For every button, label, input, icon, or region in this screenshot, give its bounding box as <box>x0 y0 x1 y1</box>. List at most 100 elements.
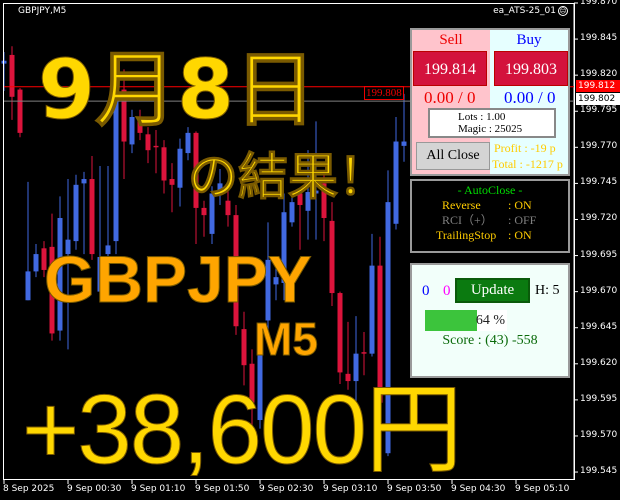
candle-body <box>89 179 95 255</box>
buy-button[interactable]: 199.803 <box>494 51 568 86</box>
candle-body <box>201 207 207 216</box>
time-axis-label: 9 Sep 02:30 <box>259 484 314 494</box>
trade-panel: Sell Buy 199.814 199.803 0.00 / 0 0.00 /… <box>410 28 570 176</box>
time-axis-label: 9 Sep 03:10 <box>323 484 378 494</box>
frown-face-icon[interactable]: ☹ <box>558 6 568 16</box>
candle-body <box>17 89 23 133</box>
magic-value: Magic : 25025 <box>458 123 523 135</box>
time-axis-label: 9 Sep 03:50 <box>387 484 442 494</box>
candle-body <box>369 265 375 354</box>
candle-body <box>353 353 359 382</box>
bid-price-tag: 199.812 <box>576 80 620 92</box>
candle-body <box>265 259 271 321</box>
time-axis-label: 9 Sep 01:50 <box>195 484 250 494</box>
candle-body <box>65 239 71 255</box>
autoclose-label: TrailingStop <box>436 228 497 242</box>
ea-name: ea_ATS-25_01 ☹ <box>493 6 568 16</box>
price-axis-label: 199.820 <box>580 69 618 80</box>
overlay-date: 9月8日 <box>37 43 317 138</box>
chart-frame <box>3 3 575 480</box>
sell-pl: 0.00 / 0 <box>424 88 476 107</box>
price-axis-label: 199.845 <box>580 33 618 44</box>
candle-body <box>393 141 399 224</box>
time-axis-label: 9 Sep 05:10 <box>515 484 570 494</box>
candle-body <box>49 246 55 334</box>
all-close-button[interactable]: All Close <box>416 142 490 170</box>
candle-body <box>137 119 143 133</box>
candle-body <box>113 75 119 242</box>
count-blue: 0 <box>422 283 430 299</box>
autoclose-panel: - AutoClose - Reverse: ON RCI（+）: OFF Trai… <box>410 179 570 253</box>
update-button[interactable]: Update <box>455 278 530 303</box>
candle-body <box>313 190 319 194</box>
candle-body <box>161 147 167 181</box>
score-text: Score : (43) -558 <box>442 333 538 348</box>
buy-label: Buy <box>516 32 542 48</box>
price-axis-label: 199.620 <box>580 357 618 368</box>
autoclose-value: : ON <box>508 198 532 212</box>
candle-body <box>153 145 159 148</box>
sell-button[interactable]: 199.814 <box>413 51 487 86</box>
candle-body <box>361 352 367 354</box>
candle-body <box>105 245 111 255</box>
progress-text: 64 % <box>475 313 505 328</box>
candle-body <box>1 60 7 64</box>
candle-body <box>25 271 31 301</box>
time-axis-label: 8 Sep 2025 <box>3 484 55 494</box>
price-axis-label: 199.670 <box>580 285 618 296</box>
candle-body <box>273 277 279 285</box>
candle-body <box>217 183 223 194</box>
candle-body <box>177 148 183 188</box>
candle-body <box>97 256 103 292</box>
candle-body <box>193 132 199 208</box>
price-axis-label: 199.720 <box>580 213 618 224</box>
autoclose-title: - AutoClose - <box>457 183 523 197</box>
candle-body <box>129 116 135 145</box>
candle-body <box>257 340 263 421</box>
autoclose-value: : OFF <box>508 213 537 227</box>
autoclose-row: RCI（+） : OFF <box>412 213 568 228</box>
candle-body <box>305 192 311 211</box>
time-axis-label: 9 Sep 04:30 <box>451 484 506 494</box>
count-magenta: 0 <box>443 283 451 299</box>
time-axis-label: 9 Sep 00:30 <box>67 484 122 494</box>
candle-body <box>289 202 295 223</box>
overlay-profit: +38,600円 <box>22 374 464 484</box>
candle-body <box>225 200 231 216</box>
candle-body <box>377 265 383 403</box>
candle-body <box>241 329 247 366</box>
price-axis-label: 199.570 <box>580 429 618 440</box>
autoclose-label: RCI（+） <box>442 213 493 227</box>
candle-body <box>401 141 407 146</box>
candle-body <box>385 202 391 454</box>
candle-body <box>73 184 79 242</box>
candle-body <box>321 183 327 219</box>
overlay-timeframe: M5 <box>254 313 319 365</box>
lots-value: Lots : 1.00 <box>458 111 506 123</box>
price-axis-label: 199.595 <box>580 393 618 404</box>
candle-body <box>185 132 191 154</box>
autoclose-row: Reverse: ON <box>412 198 568 213</box>
candle-body <box>249 363 255 403</box>
candle-body <box>329 220 335 294</box>
ask-price-tag: 199.802 <box>576 93 620 105</box>
ea-name-text: ea_ATS-25_01 <box>493 6 556 16</box>
price-axis-label: 199.645 <box>580 321 618 332</box>
candle-body <box>297 193 303 206</box>
lots-box: Lots : 1.00 Magic : 25025 <box>428 108 556 138</box>
sell-label: Sell <box>439 32 463 48</box>
price-axis-label: 199.770 <box>580 141 618 152</box>
candle-body <box>209 193 215 234</box>
price-axis-label: 199.745 <box>580 177 618 188</box>
overlay-pair: GBPJPY <box>44 242 313 316</box>
price-axis-label: 199.795 <box>580 105 618 116</box>
candle-body <box>345 373 351 382</box>
price-tag: 199.808 <box>364 86 404 100</box>
autoclose-row: TrailingStop: ON <box>412 228 568 243</box>
buy-pl: 0.00 / 0 <box>504 88 556 107</box>
candle-body <box>145 134 151 151</box>
price-axis-label: 199.695 <box>580 249 618 260</box>
candle-body <box>33 254 39 272</box>
candle-body <box>41 248 47 270</box>
